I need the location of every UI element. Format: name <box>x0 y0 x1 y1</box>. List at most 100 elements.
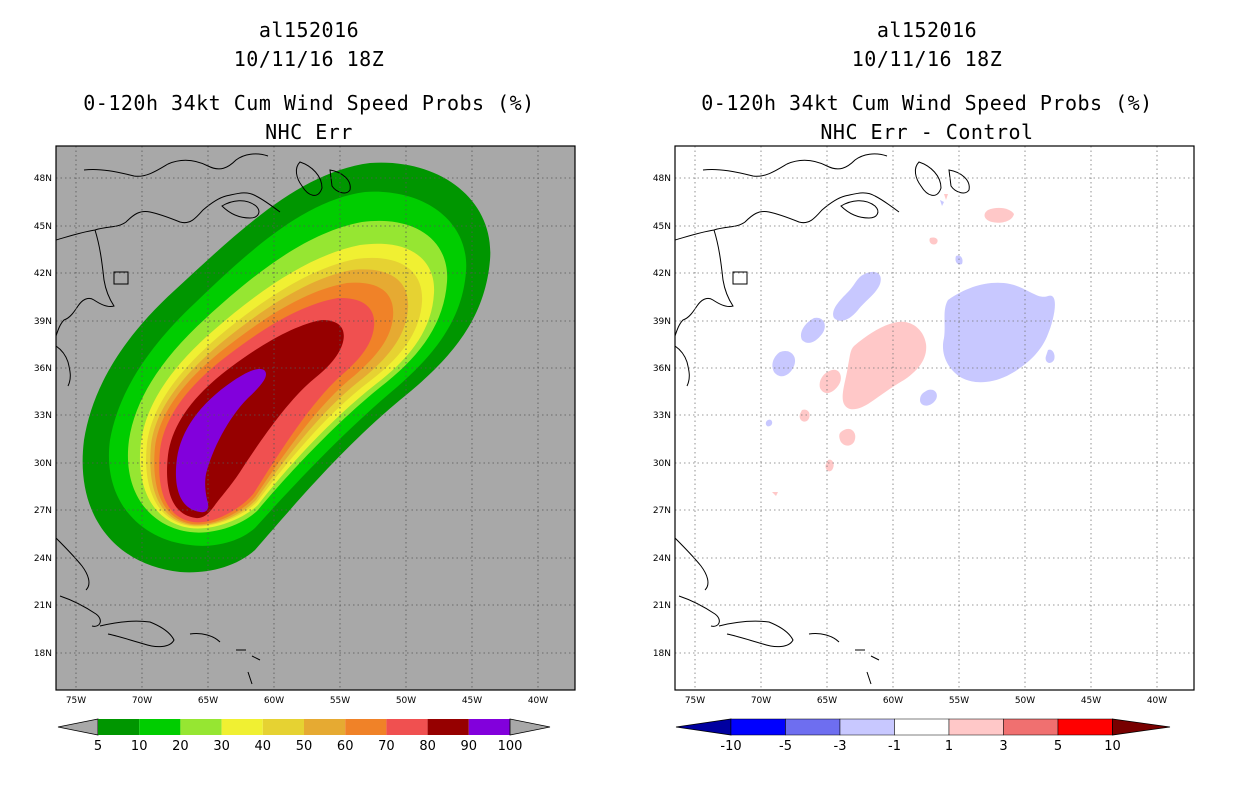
map-subtitle: NHC Err - Control <box>820 120 1034 144</box>
colorbar-label: 40 <box>255 739 272 754</box>
colorbar-label: -3 <box>834 739 847 754</box>
lat-label: 39N <box>653 317 671 327</box>
coastlines <box>56 153 351 685</box>
colorbar-label: 70 <box>378 739 395 754</box>
map-frame <box>674 145 1195 691</box>
colorbar-label: 1 <box>945 739 953 754</box>
colorbar-label: 10 <box>1104 739 1121 754</box>
lat-label: 24N <box>34 554 52 564</box>
colorbar-under-arrow <box>675 718 732 736</box>
lon-label: 55W <box>330 696 350 706</box>
lat-label: 33N <box>653 411 671 421</box>
storm-id: al152016 <box>876 18 978 42</box>
colorbar-swatch <box>345 719 387 735</box>
lat-labels: 48N 45N 42N 39N 36N 33N 30N 27N 24N 21N … <box>653 174 671 659</box>
colorbar-label: -10 <box>720 739 741 754</box>
lat-label: 45N <box>34 222 52 232</box>
lon-label: 60W <box>883 696 903 706</box>
colorbar-swatch <box>427 719 469 735</box>
lon-label: 60W <box>264 696 284 706</box>
colorbar-swatch <box>262 719 304 735</box>
lon-label: 45W <box>1081 696 1101 706</box>
colorbar-swatch <box>180 719 222 735</box>
gridlines <box>675 146 1194 690</box>
right-panel: al152016 10/11/16 18Z 0-120h 34kt Cum Wi… <box>618 0 1236 800</box>
lat-label: 18N <box>34 649 52 659</box>
lat-label: 24N <box>653 554 671 564</box>
colorbar-label: -5 <box>779 739 792 754</box>
lat-label: 39N <box>34 317 52 327</box>
lat-label: 18N <box>653 649 671 659</box>
difference-field <box>765 194 1055 496</box>
lon-label: 75W <box>685 696 705 706</box>
colorbar-swatch <box>785 718 841 736</box>
colorbar: -10 -5 -3 -1 1 3 5 10 <box>675 718 1171 754</box>
lon-label: 70W <box>751 696 771 706</box>
lon-label: 50W <box>1015 696 1035 706</box>
colorbar-over-arrow <box>509 718 551 736</box>
colorbar: 5 10 20 30 40 50 60 70 80 90 100 <box>57 718 551 754</box>
probability-field <box>82 162 491 573</box>
colorbar-swatch <box>221 719 263 735</box>
lat-label: 36N <box>34 364 52 374</box>
datetime: 10/11/16 18Z <box>851 47 1003 71</box>
map-subtitle: NHC Err <box>265 120 353 144</box>
map-title: 0-120h 34kt Cum Wind Speed Probs (%) <box>701 91 1153 115</box>
colorbar-swatch <box>839 718 895 736</box>
colorbar-swatch <box>468 719 510 735</box>
lat-label: 27N <box>653 506 671 516</box>
lat-label: 33N <box>34 411 52 421</box>
lon-label: 40W <box>1147 696 1167 706</box>
colorbar-label: 30 <box>213 739 230 754</box>
lon-label: 65W <box>817 696 837 706</box>
lat-label: 42N <box>653 269 671 279</box>
gridlines <box>56 146 575 690</box>
lon-label: 70W <box>132 696 152 706</box>
negative-diff-areas <box>765 200 1055 427</box>
storm-id: al152016 <box>258 18 360 42</box>
lon-label: 55W <box>949 696 969 706</box>
colorbar-label: 10 <box>131 739 148 754</box>
left-panel: al152016 10/11/16 18Z 0-120h 34kt Cum Wi… <box>34 18 576 754</box>
colorbar-swatch <box>304 719 346 735</box>
colorbar-swatch <box>1003 718 1059 736</box>
map-frame <box>55 145 576 691</box>
lon-label: 40W <box>528 696 548 706</box>
lon-labels: 75W 70W 65W 60W 55W 50W 45W 40W <box>66 696 548 706</box>
lat-label: 21N <box>34 601 52 611</box>
lat-label: 48N <box>653 174 671 184</box>
lat-label: 30N <box>34 459 52 469</box>
colorbar-label: 20 <box>172 739 189 754</box>
colorbar-swatch <box>894 718 950 736</box>
colorbar-label: 80 <box>419 739 436 754</box>
colorbar-label: 60 <box>337 739 354 754</box>
colorbar-under-arrow <box>57 718 99 736</box>
colorbar-label: 50 <box>296 739 313 754</box>
lat-label: 30N <box>653 459 671 469</box>
left-map-svg: 48N 45N 42N 39N 36N 33N 30N 27N 24N 21N … <box>34 145 576 754</box>
datetime: 10/11/16 18Z <box>233 47 385 71</box>
lat-label: 27N <box>34 506 52 516</box>
coastlines <box>675 153 970 685</box>
lat-labels: 48N 45N 42N 39N 36N 33N 30N 27N 24N 21N … <box>34 174 52 659</box>
colorbar-label: -1 <box>888 739 901 754</box>
lon-label: 75W <box>66 696 86 706</box>
lon-label: 65W <box>198 696 218 706</box>
colorbar-swatch <box>948 718 1004 736</box>
colorbar-label: 5 <box>1054 739 1062 754</box>
colorbar-swatch <box>139 719 181 735</box>
colorbar-swatch <box>98 719 140 735</box>
positive-diff-areas <box>772 194 1014 496</box>
lon-label: 50W <box>396 696 416 706</box>
lat-label: 48N <box>34 174 52 184</box>
lat-label: 21N <box>653 601 671 611</box>
colorbar-swatch <box>730 718 786 736</box>
colorbar-label: 100 <box>498 739 523 754</box>
lat-label: 36N <box>653 364 671 374</box>
right-map-svg: 48N 45N 42N 39N 36N 33N 30N 27N 24N 21N … <box>653 145 1195 754</box>
colorbar-over-arrow <box>1112 718 1171 736</box>
colorbar-swatch <box>1057 718 1113 736</box>
colorbar-swatch <box>386 719 428 735</box>
lat-label: 42N <box>34 269 52 279</box>
lat-label: 45N <box>653 222 671 232</box>
